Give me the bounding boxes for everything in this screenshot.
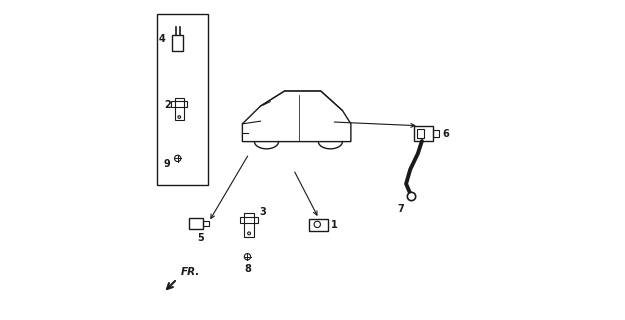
Text: 1: 1 xyxy=(331,220,338,230)
Bar xyxy=(174,98,184,120)
Bar xyxy=(189,218,203,229)
Bar xyxy=(241,217,258,223)
Text: 8: 8 xyxy=(244,264,251,274)
Text: 5: 5 xyxy=(198,233,204,243)
Bar xyxy=(157,14,208,185)
Text: FR.: FR. xyxy=(181,268,201,277)
Text: 9: 9 xyxy=(164,159,171,169)
Bar xyxy=(203,220,209,226)
Bar xyxy=(433,130,439,137)
Bar xyxy=(172,35,183,51)
Bar xyxy=(171,101,187,107)
Bar xyxy=(309,219,328,231)
Bar xyxy=(414,126,433,141)
Text: 2: 2 xyxy=(164,100,171,110)
Bar xyxy=(416,129,424,139)
Text: 4: 4 xyxy=(159,35,166,44)
Text: 3: 3 xyxy=(259,207,266,217)
Bar xyxy=(244,213,254,237)
Text: 6: 6 xyxy=(442,129,449,139)
Text: 7: 7 xyxy=(397,204,404,214)
